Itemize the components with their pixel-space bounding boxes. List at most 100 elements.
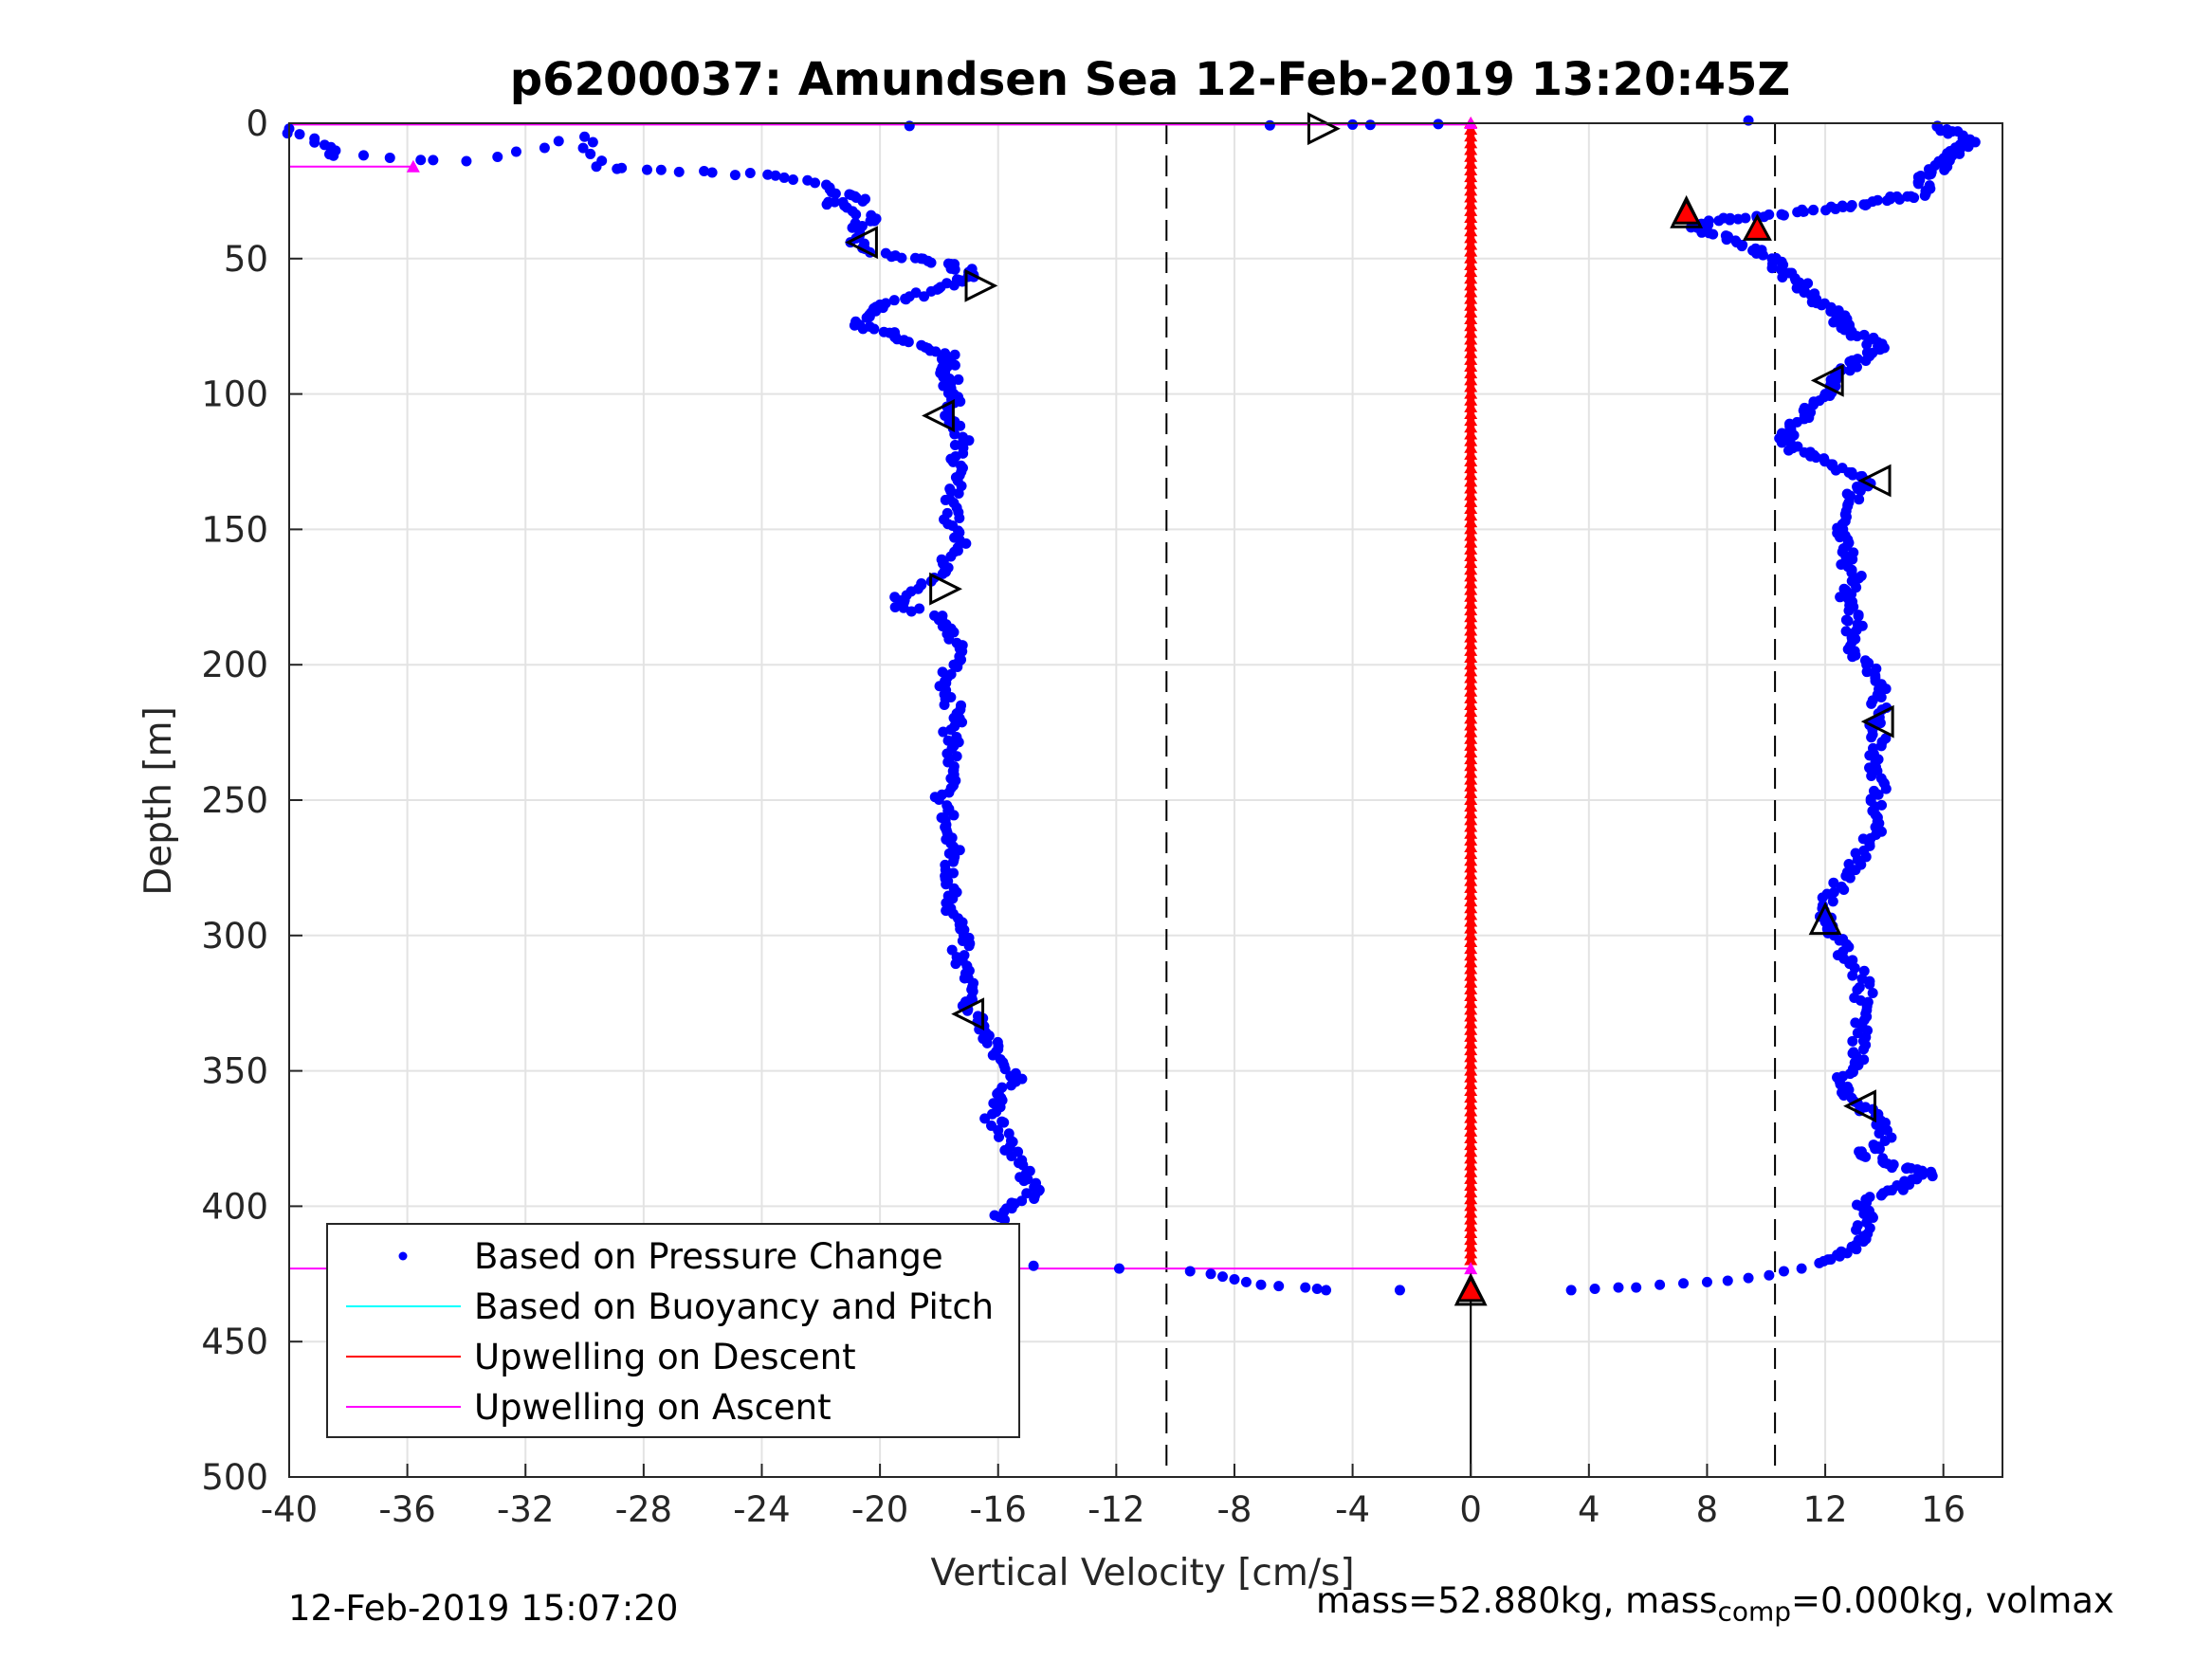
pressure-change-point bbox=[1018, 1176, 1030, 1187]
open-triangle-marker bbox=[922, 399, 955, 432]
upwelling-descent-marker bbox=[1464, 719, 1478, 731]
legend: Based on Pressure Change Based on Buoyanc… bbox=[326, 1223, 1020, 1438]
pressure-change-point bbox=[919, 291, 930, 302]
pressure-change-point bbox=[1852, 1199, 1863, 1211]
pressure-change-point bbox=[787, 174, 798, 186]
upwelling-descent-marker bbox=[1464, 861, 1478, 873]
legend-swatch bbox=[398, 1251, 408, 1261]
upwelling-descent-marker bbox=[1464, 1037, 1478, 1049]
upwelling-descent-marker bbox=[1464, 678, 1478, 690]
pressure-change-point bbox=[937, 621, 948, 632]
upwelling-descent-marker bbox=[1464, 921, 1478, 934]
upwelling-descent-marker bbox=[1464, 292, 1478, 304]
pressure-change-point bbox=[1720, 230, 1731, 242]
upwelling-descent-marker bbox=[1464, 766, 1478, 778]
pressure-change-point bbox=[328, 150, 339, 161]
pressure-change-point bbox=[1858, 965, 1870, 976]
pressure-change-point bbox=[1764, 1269, 1775, 1281]
pressure-change-point bbox=[461, 155, 472, 167]
pressure-change-point bbox=[1846, 200, 1857, 211]
pressure-change-point bbox=[1924, 180, 1935, 191]
x-tick-label: 12 bbox=[1803, 1489, 1848, 1530]
pressure-change-point bbox=[1856, 974, 1868, 985]
pressure-change-point bbox=[1859, 655, 1871, 666]
pressure-change-point bbox=[938, 726, 949, 738]
pressure-change-point bbox=[1852, 354, 1863, 365]
upwelling-descent-marker bbox=[1464, 210, 1478, 223]
upwelling-descent-marker bbox=[1464, 130, 1478, 142]
pressure-change-point bbox=[384, 152, 395, 163]
pressure-change-point bbox=[1858, 199, 1870, 210]
upwelling-descent-marker bbox=[1464, 367, 1478, 379]
upwelling-descent-marker bbox=[1464, 1226, 1478, 1238]
pressure-change-point bbox=[1838, 583, 1850, 594]
pressure-change-point bbox=[1854, 981, 1865, 993]
upwelling-descent-marker bbox=[1464, 691, 1478, 703]
pressure-change-point bbox=[577, 142, 589, 154]
upwelling-descent-marker bbox=[1464, 874, 1478, 886]
upwelling-descent-marker bbox=[1464, 414, 1478, 427]
upwelling-descent-marker bbox=[1464, 339, 1478, 352]
pressure-change-point bbox=[294, 129, 305, 140]
pressure-change-point bbox=[1802, 278, 1814, 289]
upwelling-descent-marker bbox=[1464, 163, 1478, 175]
upwelling-descent-marker bbox=[1464, 434, 1478, 447]
x-tick-label: -12 bbox=[1088, 1489, 1144, 1530]
pressure-change-point bbox=[1840, 614, 1852, 626]
x-axis-label: Vertical Velocity [cm/s] bbox=[930, 1552, 1354, 1595]
pressure-change-point bbox=[1006, 1080, 1017, 1091]
y-tick-label: 400 bbox=[201, 1186, 268, 1227]
pressure-change-point bbox=[1678, 1278, 1690, 1289]
data-marks bbox=[282, 112, 1981, 1306]
pressure-change-point bbox=[673, 166, 685, 177]
pressure-change-point bbox=[1836, 881, 1847, 892]
upwelling-descent-marker bbox=[1464, 1172, 1478, 1184]
upwelling-descent-marker bbox=[1464, 1016, 1478, 1029]
x-tick-label: 4 bbox=[1578, 1489, 1600, 1530]
upwelling-descent-marker bbox=[1464, 773, 1478, 785]
upwelling-descent-marker bbox=[1464, 1098, 1478, 1110]
pressure-change-point bbox=[1848, 547, 1859, 558]
upwelling-descent-marker bbox=[1464, 495, 1478, 507]
upwelling-descent-marker bbox=[1464, 793, 1478, 805]
pressure-change-point bbox=[1776, 209, 1787, 220]
x-tick-label: -16 bbox=[970, 1489, 1027, 1530]
upwelling-descent-marker bbox=[1464, 501, 1478, 514]
pressure-change-point bbox=[952, 662, 963, 673]
upwelling-descent-marker bbox=[1464, 556, 1478, 569]
pressure-change-point bbox=[1776, 428, 1787, 439]
pressure-change-point bbox=[889, 601, 901, 612]
pressure-change-point bbox=[1852, 481, 1863, 492]
pressure-change-point bbox=[925, 285, 937, 297]
upwelling-descent-marker bbox=[1464, 1064, 1478, 1076]
upwelling-descent-marker bbox=[1464, 942, 1478, 955]
pressure-change-point bbox=[1828, 886, 1839, 898]
upwelling-descent-marker bbox=[1464, 915, 1478, 927]
upwelling-descent-marker bbox=[1464, 881, 1478, 893]
pressure-change-point bbox=[282, 128, 293, 139]
upwelling-descent-marker bbox=[1464, 387, 1478, 399]
upwelling-descent-marker bbox=[1464, 813, 1478, 826]
upwelling-descent-marker bbox=[1464, 630, 1478, 643]
pressure-change-point bbox=[1743, 1272, 1754, 1284]
y-tick-label: 300 bbox=[201, 916, 268, 957]
pressure-change-point bbox=[591, 161, 602, 173]
upwelling-descent-marker bbox=[1464, 1044, 1478, 1056]
pressure-change-point bbox=[1799, 447, 1810, 458]
upwelling-descent-marker bbox=[1464, 156, 1478, 169]
upwelling-ascent-marker bbox=[406, 159, 420, 173]
y-axis-label: Depth [m] bbox=[137, 706, 180, 896]
pressure-change-point bbox=[1872, 194, 1883, 206]
upwelling-descent-marker bbox=[1464, 245, 1478, 257]
upwelling-descent-marker bbox=[1464, 996, 1478, 1009]
pressure-change-point bbox=[1783, 267, 1795, 279]
upwelling-descent-marker bbox=[1464, 360, 1478, 373]
upwelling-descent-marker bbox=[1464, 509, 1478, 521]
x-tick-label: -4 bbox=[1335, 1489, 1370, 1530]
upwelling-descent-marker bbox=[1464, 319, 1478, 332]
upwelling-descent-marker bbox=[1464, 272, 1478, 284]
pressure-change-point bbox=[950, 958, 961, 970]
pressure-change-point bbox=[1796, 1263, 1807, 1274]
upwelling-descent-marker bbox=[1464, 854, 1478, 866]
